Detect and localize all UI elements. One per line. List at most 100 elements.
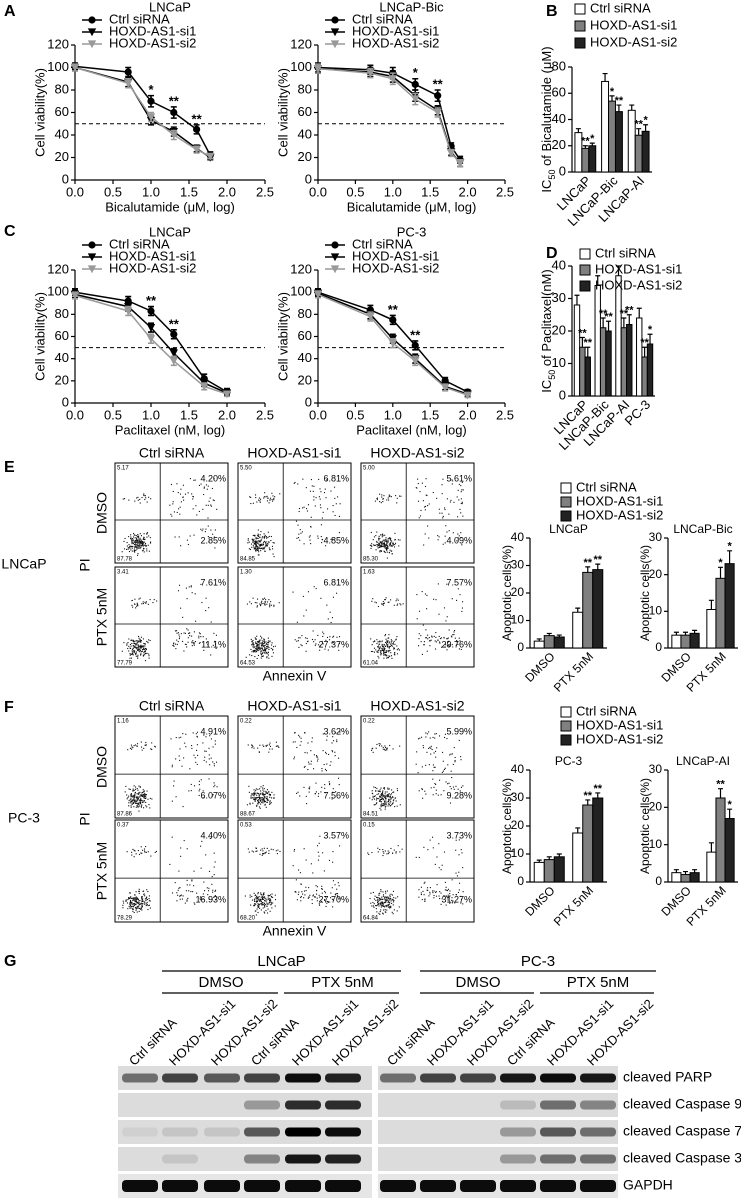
flow-event [191, 645, 193, 647]
y-tick-label: 80 [55, 306, 69, 321]
flow-event [208, 747, 210, 749]
data-point [411, 357, 420, 366]
flow-event [381, 803, 383, 805]
flow-event [305, 642, 307, 645]
data-point [455, 159, 465, 168]
flow-event [390, 893, 392, 895]
flow-event [130, 907, 132, 909]
flow-event [420, 886, 422, 888]
flow-event [382, 902, 384, 905]
flow-event [258, 806, 260, 808]
data-point [70, 63, 80, 72]
bar [706, 851, 717, 883]
flow-event [261, 650, 263, 652]
flow-event [145, 801, 147, 804]
flow-event [268, 647, 270, 649]
flow-event [132, 796, 134, 798]
flow-event [178, 870, 180, 872]
flow-event [198, 642, 200, 644]
flow-event [151, 742, 153, 744]
flow-event [259, 547, 261, 549]
flow-event [382, 498, 384, 500]
flow-event [142, 538, 144, 541]
flow-event [381, 902, 383, 904]
flow-event [210, 505, 212, 507]
flow-event [381, 646, 384, 648]
flow-event [147, 544, 149, 546]
flow-event [376, 802, 378, 804]
flow-event [139, 641, 141, 643]
flow-event [378, 648, 380, 650]
flow-event [384, 806, 386, 808]
flow-event [329, 636, 331, 638]
flow-event [269, 894, 272, 896]
flow-event [382, 540, 384, 542]
flow-event [324, 792, 326, 794]
flow-event [388, 793, 390, 795]
flow-event [191, 744, 193, 747]
flow-event [203, 487, 205, 489]
flow-event [134, 800, 136, 802]
flow-event [178, 737, 180, 739]
flow-event [296, 792, 298, 794]
flow-event [325, 905, 327, 908]
flow-event [252, 650, 254, 652]
flow-event [267, 912, 269, 914]
flow-event [256, 908, 258, 910]
flow-event [141, 795, 143, 797]
flow-event [144, 498, 146, 501]
flow-event [274, 894, 276, 896]
flow-event [381, 640, 383, 642]
flow-event [126, 902, 128, 904]
flow-event [379, 651, 381, 653]
flow-event [442, 770, 445, 772]
flow-event [373, 795, 376, 798]
flow-event [338, 757, 340, 759]
flow-event [247, 539, 249, 541]
flow-event [140, 640, 143, 642]
flow-event [130, 534, 132, 536]
flow-event [126, 545, 128, 547]
flow-event [429, 640, 431, 642]
flow-event [302, 595, 304, 597]
flow-event [377, 901, 379, 903]
flow-event [389, 538, 391, 541]
flow-event [299, 795, 301, 797]
legend-marker [330, 253, 340, 262]
flow-event [128, 536, 130, 538]
flow-event [182, 640, 184, 643]
flow-event [131, 851, 133, 853]
flow-event [147, 904, 149, 907]
flow-event [265, 791, 267, 793]
flow-event [261, 642, 264, 644]
flow-event [429, 737, 431, 739]
flow-event [267, 543, 269, 545]
flow-event [132, 908, 134, 910]
y-tick-label: 120 [290, 36, 312, 51]
flow-event [330, 621, 332, 624]
flow-event [387, 905, 389, 907]
flow-event [196, 736, 198, 738]
flow-event [385, 746, 387, 749]
flow-event [259, 545, 261, 547]
flow-event [381, 896, 383, 898]
series-line [74, 294, 228, 395]
flow-event [143, 533, 145, 535]
flow-event [248, 541, 250, 543]
y-tick-label: 20 [298, 149, 312, 164]
x-tick-label: DMSO [522, 883, 557, 918]
flow-event [434, 737, 436, 739]
chart-title: LNCaP-Bic [379, 0, 444, 14]
error-bar [602, 72, 608, 82]
flow-event [256, 645, 258, 647]
error-bar [636, 307, 642, 318]
flow-event [316, 886, 319, 888]
flow-event [452, 532, 454, 534]
flow-event [133, 534, 135, 536]
flow-event [265, 792, 267, 794]
flow-event [129, 900, 132, 902]
flow-event [415, 856, 417, 858]
x-axis-title: Annexin V [263, 668, 327, 684]
flow-event [303, 615, 305, 617]
flow-event [421, 653, 423, 655]
